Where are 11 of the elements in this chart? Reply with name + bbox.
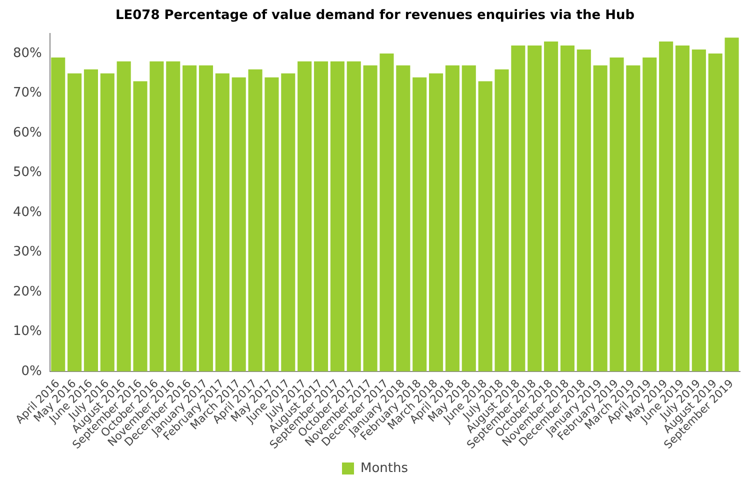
y-tick-label: 50% <box>12 165 42 180</box>
y-tick-label: 70% <box>12 86 42 101</box>
y-tick-label: 0% <box>21 364 42 379</box>
y-tick-label: 30% <box>12 244 42 260</box>
y-tick-label: 10% <box>12 324 42 340</box>
y-tick-label: 60% <box>12 125 42 140</box>
legend-label: Months <box>360 460 408 476</box>
chart-title: LE078 Percentage of value demand for revenues enquiries via the Hub <box>115 8 635 24</box>
y-tick-label: 20% <box>12 284 42 300</box>
y-tick-label: 40% <box>12 204 42 220</box>
y-tick-label: 80% <box>12 46 42 61</box>
